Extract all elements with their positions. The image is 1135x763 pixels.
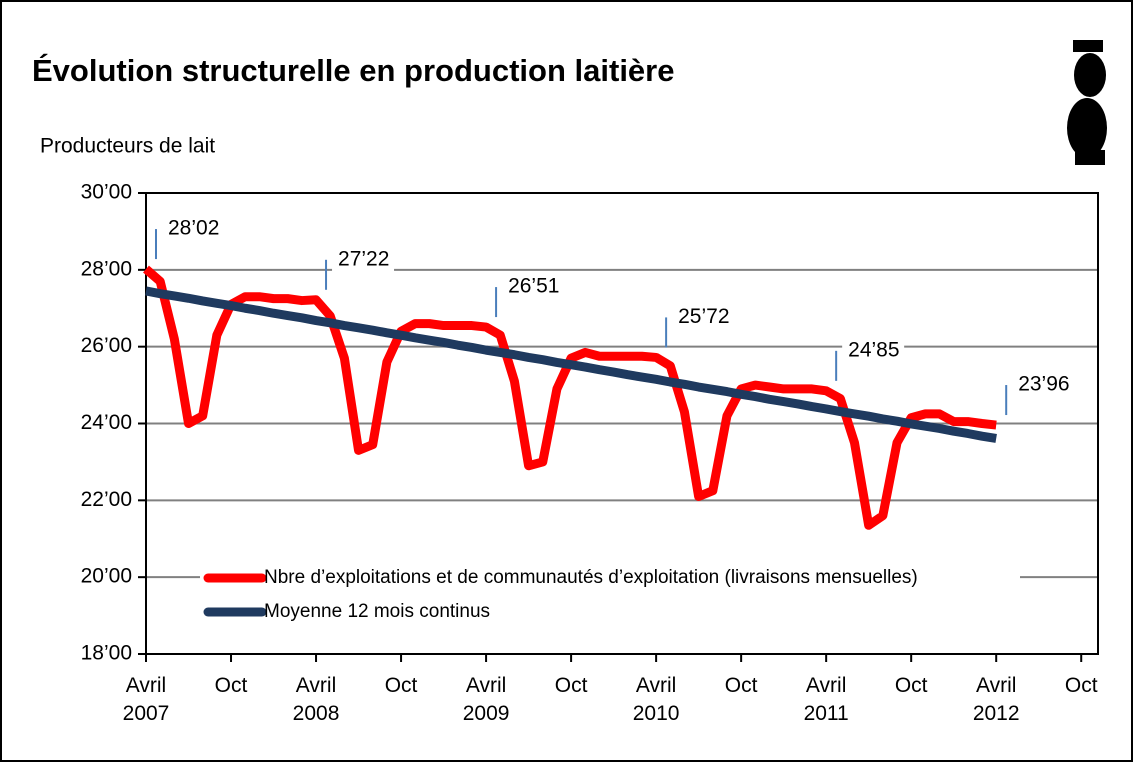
data-label: 27’22 [338, 247, 389, 270]
x-tick-label: Oct [701, 672, 781, 700]
legend-label: Moyenne 12 mois continus [264, 601, 490, 622]
x-tick-label: Avril 2008 [276, 672, 356, 728]
series-line [146, 269, 996, 525]
y-tick-label: 24’00 [81, 411, 132, 434]
x-tick-label: Avril 2011 [786, 672, 866, 728]
y-tick-label: 20’00 [81, 565, 132, 588]
data-label: 25’72 [678, 305, 729, 328]
page: Évolution structurelle en production lai… [0, 0, 1135, 763]
data-label: 24’85 [848, 338, 899, 361]
y-tick-label: 22’00 [81, 488, 132, 511]
data-label: 28’02 [168, 217, 219, 240]
cow-icon [1067, 40, 1107, 165]
y-tick-label: 30’00 [81, 181, 132, 204]
x-tick-label: Avril 2010 [616, 672, 696, 728]
y-tick-label: 26’00 [81, 334, 132, 357]
x-tick-label: Oct [361, 672, 441, 700]
x-tick-label: Avril 2009 [446, 672, 526, 728]
data-label: 23’96 [1018, 373, 1069, 396]
data-label: 26’51 [508, 275, 559, 298]
x-tick-label: Oct [871, 672, 951, 700]
x-tick-label: Oct [531, 672, 611, 700]
frame [1, 1, 1132, 761]
chart: Évolution structurelle en production lai… [0, 0, 1135, 763]
chart-title: Évolution structurelle en production lai… [32, 53, 674, 88]
x-tick-label: Avril 2012 [956, 672, 1036, 728]
x-tick-label: Oct [1041, 672, 1121, 700]
x-tick-label: Avril 2007 [106, 672, 186, 728]
y-tick-label: 28’00 [81, 257, 132, 280]
x-tick-label: Oct [191, 672, 271, 700]
y-tick-label: 18’00 [81, 642, 132, 665]
legend-label: Nbre d’exploitations et de communautés d… [264, 567, 918, 588]
y-axis-label: Producteurs de lait [40, 135, 215, 158]
